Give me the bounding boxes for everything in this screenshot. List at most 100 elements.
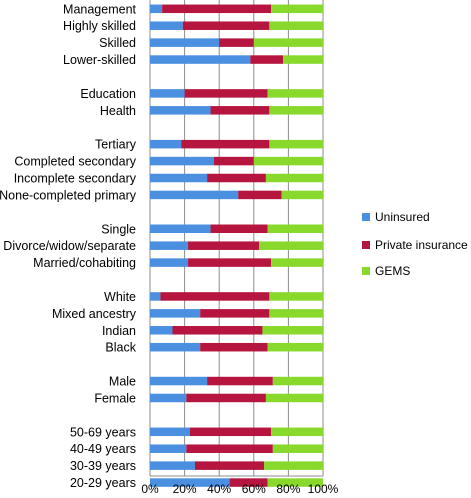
bar-segment-private-insurance — [186, 393, 266, 403]
bar-segment-gems — [258, 241, 323, 250]
legend-swatch — [362, 267, 370, 275]
bar-segment-gems — [281, 190, 323, 200]
x-axis: 0% 20% 40% 60% 80% 100% — [141, 475, 339, 496]
category-label: Indian — [102, 324, 136, 338]
bar-segment-gems — [272, 444, 323, 453]
bar-segment-private-insurance — [188, 258, 272, 267]
bar-segment-uninsured — [150, 190, 239, 200]
category-labels: Management Highly skilled Skilled Lower-ski… — [0, 2, 137, 490]
category-label: Married/cohabiting — [33, 256, 136, 270]
bar-segment-private-insurance — [189, 427, 272, 437]
category-label: Tertiary — [95, 138, 137, 152]
category-label: Female — [94, 391, 136, 405]
legend-label: GEMS — [375, 264, 410, 278]
bar-segment-private-insurance — [229, 478, 268, 487]
bar-segment-uninsured — [150, 241, 189, 250]
bar-segment-uninsured — [150, 173, 208, 183]
bar-segment-gems — [272, 376, 323, 386]
category-label: Male — [109, 375, 136, 389]
bar-segment-private-insurance — [210, 106, 270, 115]
bar-segment-uninsured — [150, 461, 195, 470]
category-label: Black — [105, 341, 136, 355]
bar-segment-gems — [269, 21, 323, 30]
bar-segment-private-insurance — [238, 190, 282, 200]
category-label: Skilled — [99, 36, 136, 50]
category-label: 50-69 years — [70, 425, 136, 439]
bar-segment-uninsured — [150, 224, 211, 234]
bar-segment-gems — [267, 478, 323, 487]
bar-segment-uninsured — [150, 393, 187, 403]
bar-segment-gems — [271, 258, 323, 267]
bar-segment-uninsured — [150, 444, 187, 453]
bar-segment-gems — [269, 292, 323, 301]
x-tick-label: 0% — [141, 482, 159, 496]
x-tick-label: 80% — [276, 482, 300, 496]
bar-segment-uninsured — [150, 106, 211, 115]
bar-segment-private-insurance — [181, 139, 270, 149]
category-label: 20-29 years — [70, 476, 136, 490]
category-label: 30-39 years — [70, 459, 136, 473]
bar-segment-uninsured — [150, 342, 201, 352]
bar-segment-gems — [269, 106, 323, 115]
category-label: Lower-skilled — [63, 53, 136, 67]
bar-segment-uninsured — [150, 21, 183, 30]
bar-segment-private-insurance — [210, 224, 268, 234]
bar-segment-private-insurance — [188, 241, 259, 250]
bar-segment-gems — [269, 309, 323, 318]
legend-label: Uninsured — [375, 210, 430, 224]
bar-segment-private-insurance — [194, 461, 265, 470]
bar-segment-uninsured — [150, 376, 208, 386]
bar-segment-gems — [265, 173, 323, 183]
bar-segment-uninsured — [150, 427, 190, 437]
bar-segment-gems — [264, 461, 323, 470]
bar-segment-uninsured — [150, 258, 189, 267]
bar-segment-private-insurance — [250, 55, 284, 64]
category-label: None-completed primary — [0, 188, 137, 202]
bar-segment-gems — [262, 326, 323, 335]
x-tick-label: 100% — [308, 482, 339, 496]
bar-segment-private-insurance — [182, 21, 270, 30]
bar-segment-private-insurance — [162, 4, 272, 14]
bar-segment-private-insurance — [184, 89, 268, 98]
bar-segment-uninsured — [150, 292, 161, 301]
bar-segment-uninsured — [150, 4, 163, 14]
bar-segment-private-insurance — [207, 376, 273, 386]
bar-segment-uninsured — [150, 89, 185, 98]
bar-segment-private-insurance — [200, 309, 270, 318]
bar-segment-gems — [253, 156, 323, 166]
bar-segment-uninsured — [150, 309, 201, 318]
bar-segment-gems — [267, 342, 323, 352]
bar-segment-gems — [271, 4, 323, 14]
category-label: 40-49 years — [70, 442, 136, 456]
bar-segment-private-insurance — [207, 173, 266, 183]
category-label: Incomplete secondary — [14, 172, 137, 186]
bar-segment-gems — [269, 139, 323, 149]
category-label: White — [104, 290, 136, 304]
bars-group — [150, 4, 323, 487]
bar-segment-private-insurance — [160, 292, 270, 301]
legend: Uninsured Private insurance GEMS — [362, 210, 468, 278]
bar-segment-gems — [265, 393, 323, 403]
bar-segment-uninsured — [150, 139, 182, 149]
bar-segment-private-insurance — [200, 342, 268, 352]
legend-swatch — [362, 241, 370, 249]
legend-swatch — [362, 213, 370, 221]
bar-segment-uninsured — [150, 55, 251, 64]
bar-segment-gems — [267, 224, 323, 234]
bar-segment-uninsured — [150, 38, 220, 47]
category-label: Education — [80, 87, 136, 101]
legend-label: Private insurance — [375, 238, 468, 252]
bar-segment-private-insurance — [214, 156, 254, 166]
category-label: Highly skilled — [63, 19, 136, 33]
bar-segment-private-insurance — [219, 38, 254, 47]
category-label: Health — [100, 104, 136, 118]
bar-segment-gems — [271, 427, 323, 437]
bar-segment-uninsured — [150, 326, 173, 335]
category-label: Mixed ancestry — [52, 307, 137, 321]
bar-segment-gems — [253, 38, 323, 47]
category-label: Completed secondary — [14, 155, 136, 169]
x-tick-label: 40% — [207, 482, 231, 496]
bar-segment-private-insurance — [172, 326, 263, 335]
x-tick-label: 20% — [173, 482, 197, 496]
